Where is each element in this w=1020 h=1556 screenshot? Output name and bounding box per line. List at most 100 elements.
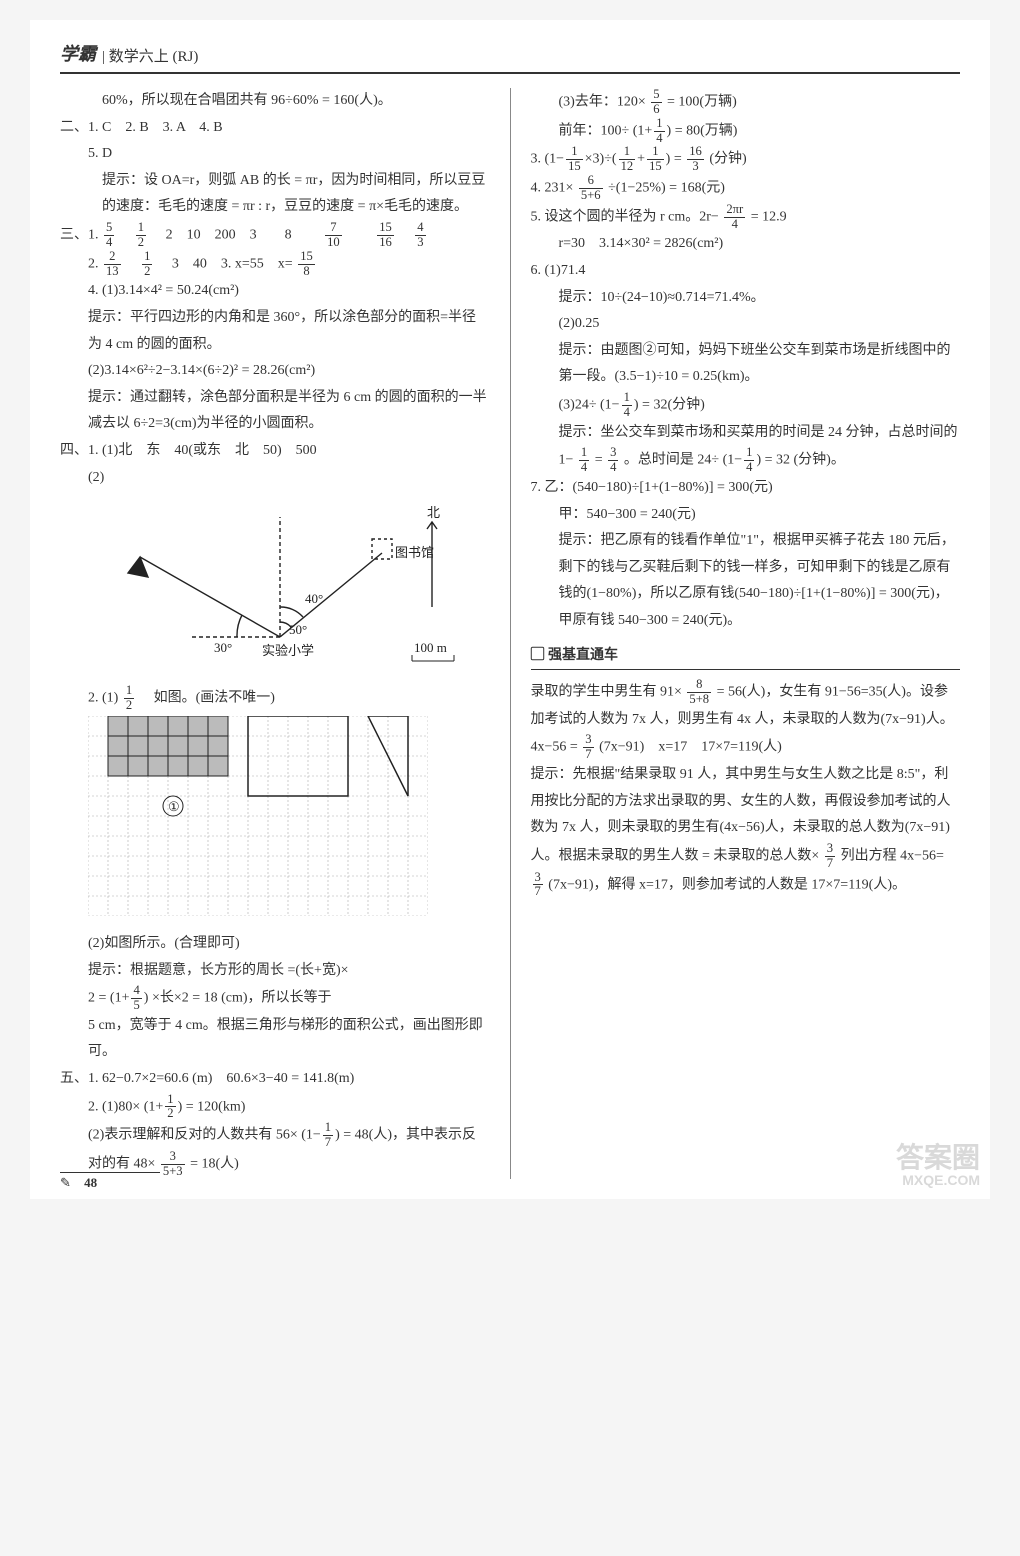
frac: 12 — [136, 221, 146, 250]
frac: 115 — [566, 145, 583, 174]
svg-text:100 m: 100 m — [414, 640, 447, 655]
frac: 56 — [651, 88, 661, 117]
b: = 120(km) — [186, 1099, 246, 1114]
page-number: 48 — [84, 1175, 97, 1190]
frac: 14 — [744, 446, 754, 475]
r-p5c: r=30 3.14×30² = 2826(cm²) — [531, 231, 961, 258]
c: (分钟) — [709, 152, 746, 167]
svg-text:图书馆: 图书馆 — [395, 545, 434, 560]
r-p4: 4. 231× 65+6 ÷(1−25%) = 168(元) — [531, 174, 961, 203]
footer: ✎ 48 — [60, 1172, 160, 1191]
wm2: MXQE.COM — [896, 1173, 980, 1188]
page: 学霸 | 数学六上 (RJ) 60%，所以现在合唱团共有 96÷60% = 16… — [30, 20, 990, 1199]
svg-text:30°: 30° — [214, 640, 232, 655]
l-q4-2-hint: 提示：根据题意，长方形的周长 =(长+宽)× 2 = (1+45) ×长×2 =… — [60, 958, 490, 1066]
frac: 1516 — [377, 221, 394, 250]
c: 。总时间是 24÷ — [624, 453, 719, 468]
r-p3c: 前年：100÷ (1+14) = 80(万辆) — [531, 117, 961, 146]
frac: 43 — [415, 221, 425, 250]
l-q3-4-h1: 提示：平行四边形的内角和是 360°，所以涂色部分的面积=半径为 4 cm 的圆… — [60, 305, 490, 358]
a: 5. 设这个圆的半径为 r cm。2r− — [531, 209, 719, 224]
a: 前年：100÷ — [559, 123, 630, 138]
b: ÷(1−25%) = 168(元) — [608, 181, 725, 196]
svg-text:50°: 50° — [289, 622, 307, 637]
svg-text:40°: 40° — [305, 591, 323, 606]
l-q4-1-2: (2) — [60, 465, 490, 492]
l-p1: 60%，所以现在合唱团共有 96÷60% = 160(人)。 — [60, 88, 490, 115]
a: 3. — [531, 152, 545, 167]
r-p6-1h: 提示：10÷(24−10)≈0.714=71.4%。 — [531, 285, 961, 312]
grid-diagram: ① — [88, 716, 490, 927]
r-p3a: (3)去年：120× 56 = 100(万辆) — [531, 88, 961, 117]
l-q3-4-1: 4. (1)3.14×4² = 50.24(cm²) — [60, 278, 490, 305]
frac: 65+6 — [579, 174, 603, 203]
frac: 54 — [104, 221, 114, 250]
direction-diagram: 北 图书馆 40° 50° 30° 实验小学 100 m — [102, 497, 490, 678]
b: = — [595, 453, 606, 468]
r-p7h: 提示：把乙原有的钱看作单位"1"，根据甲买裤子花去 180 元后，剩下的钱与乙买… — [531, 528, 961, 634]
r-p6-2h: 提示：由题图②可知，妈妈下班坐公交车到菜市场是折线图中的第一段。(3.5−1)÷… — [531, 338, 961, 391]
frac: 35+3 — [161, 1150, 185, 1179]
r-p7b: 甲：540−300 = 240(元) — [531, 502, 961, 529]
b: = 100(万辆) — [667, 95, 737, 110]
frac: 34 — [608, 446, 618, 475]
c: (7x−91)，解得 x=17，则参加考试的人数是 17×7=119(人)。 — [548, 877, 906, 892]
right-column: (3)去年：120× 56 = 100(万辆) 前年：100÷ (1+14) =… — [531, 88, 961, 1179]
b: 列出方程 4x−56= — [841, 848, 944, 863]
svg-text:北: 北 — [427, 505, 440, 520]
lbl: 2. — [88, 256, 99, 271]
a: 2. (1)80× — [88, 1099, 140, 1114]
a: 4. 231× — [531, 181, 574, 196]
frac: 213 — [104, 250, 121, 279]
l-q4-2-1: 2. (1) 12 如图。(画法不唯一) — [60, 684, 490, 713]
frac: 45 — [131, 984, 141, 1013]
frac: 14 — [622, 391, 632, 420]
q3-lbl: 三、1. — [60, 228, 99, 243]
l-q3-2: 2. 213 12 3 40 3. x=55 x= 158 — [60, 250, 490, 279]
col-divider — [510, 88, 511, 1179]
r-p3-3: 3. (1−115×3)÷(112+115) = 163 (分钟) — [531, 145, 961, 174]
l-q3-4-h2: 提示：通过翻转，涂色部分面积是半径为 6 cm 的圆的面积的一半减去以 6÷2=… — [60, 385, 490, 438]
r-s1: 录取的学生中男生有 91× 85+8 = 56(人)，女生有 91−56=35(… — [531, 678, 961, 762]
l-q5-2-1: 2. (1)80× (1+12) = 120(km) — [60, 1093, 490, 1122]
section-title: ▢ 强基直通车 — [531, 643, 961, 670]
b: = — [674, 152, 685, 167]
frac: 115 — [647, 145, 664, 174]
watermark: 答案圈 MXQE.COM — [896, 1143, 980, 1189]
a: 提示：根据题意，长方形的周长 =(长+宽)× — [88, 963, 349, 978]
b: = 80(万辆) — [675, 123, 738, 138]
a: 2. (1) — [88, 690, 118, 705]
l-q3-1: 三、1. 54 12 2 10 200 3 8 710 1516 43 — [60, 221, 490, 250]
frac: 158 — [298, 250, 315, 279]
c: = 18(人) — [190, 1157, 239, 1172]
rest: 3 40 3. x=55 x= — [158, 256, 293, 271]
r-p6-1: 6. (1)71.4 — [531, 258, 961, 285]
r-p6-3h: 提示：坐公交车到菜市场和买菜用的时间是 24 分钟，占总时间的 1− 14 = … — [531, 420, 961, 475]
l-q5-1: 五、1. 62−0.7×2=60.6 (m) 60.6×3−40 = 141.8… — [60, 1066, 490, 1093]
d: 5 cm，宽等于 4 cm。根据三角形与梯形的面积公式，画出图形即可。 — [88, 1018, 483, 1060]
l-q2: 二、1. C 2. B 3. A 4. B — [60, 115, 490, 142]
frac: 17 — [323, 1121, 333, 1150]
a: (3)24÷ — [559, 398, 597, 413]
b: = 32(分钟) — [642, 398, 705, 413]
footer-icon: ✎ — [60, 1175, 71, 1190]
frac: 2πr4 — [724, 203, 745, 232]
l-q2-5: 5. D — [60, 141, 490, 168]
svg-text:实验小学: 实验小学 — [262, 643, 314, 658]
r-p7a: 7. 乙：(540−180)÷[1+(1−80%)] = 300(元) — [531, 475, 961, 502]
content-columns: 60%，所以现在合唱团共有 96÷60% = 160(人)。 二、1. C 2.… — [60, 88, 960, 1179]
frac: 12 — [165, 1093, 175, 1122]
d: = 32 (分钟)。 — [765, 453, 845, 468]
wm1: 答案圈 — [896, 1143, 980, 1174]
frac: 14 — [579, 446, 589, 475]
c: ×长×2 = 18 (cm)，所以长等于 — [152, 991, 332, 1006]
subject: | 数学六上 (RJ) — [102, 45, 198, 66]
c: (7x−91) x=17 17×7=119(人) — [599, 740, 782, 755]
frac: 163 — [687, 145, 704, 174]
b: 2 = — [88, 991, 110, 1006]
header: 学霸 | 数学六上 (RJ) — [60, 40, 960, 74]
vals: 2 10 200 3 8 — [152, 228, 320, 243]
frac: 85+8 — [687, 678, 711, 707]
r-s-hint: 提示：先根据"结果录取 91 人，其中男生与女生人数之比是 8:5"，利用按比分… — [531, 762, 961, 899]
l-q3-4-2: (2)3.14×6²÷2−3.14×(6÷2)² = 28.26(cm²) — [60, 358, 490, 385]
